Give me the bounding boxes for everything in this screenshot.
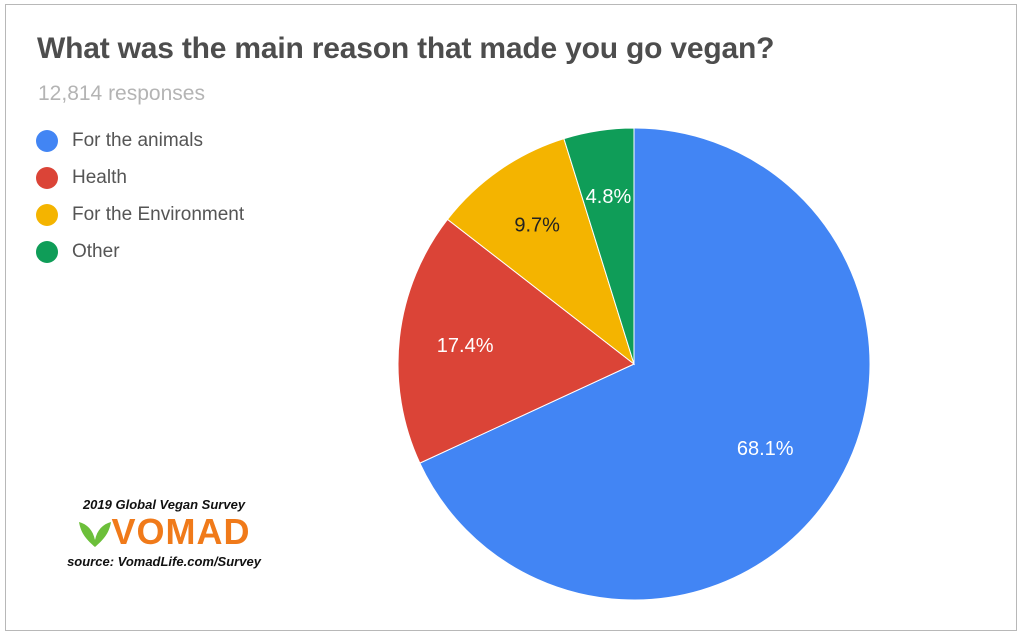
legend: For the animals Health For the Environme… [36,122,336,270]
pie-slice-other[interactable] [563,127,635,365]
source-text: source: VomadLife.com/Survey [67,554,261,569]
branding-block: 2019 Global Vegan Survey VOMAD source: V… [44,497,284,569]
slice-label-animals: 68.1% [737,438,794,460]
legend-swatch-environment [36,203,58,226]
legend-swatch-health [36,166,58,189]
slice-label-other: 4.8% [586,186,632,208]
chart-title: What was the main reason that made you g… [37,32,775,65]
legend-label-animals: For the animals [72,129,203,151]
legend-item-environment[interactable]: For the Environment [36,196,336,233]
pie-slice-health[interactable] [397,218,635,464]
legend-label-health: Health [72,166,127,188]
response-count: 12,814 responses [38,82,205,105]
legend-item-animals[interactable]: For the animals [36,122,336,159]
slice-label-environment: 9.7% [514,214,560,236]
leaf-icon [78,522,111,547]
survey-name: 2019 Global Vegan Survey [82,497,246,512]
slice-label-health: 17.4% [437,335,494,357]
legend-label-environment: For the Environment [72,203,245,225]
pie-slice-animals[interactable] [419,127,871,601]
legend-swatch-other [36,240,58,263]
pie-slice-environment[interactable] [446,138,635,366]
legend-item-other[interactable]: Other [36,233,336,270]
legend-item-health[interactable]: Health [36,159,336,196]
vomad-logo: VOMAD [44,514,284,550]
logo-text: VOMAD [111,511,251,552]
legend-swatch-animals [36,129,58,152]
legend-label-other: Other [72,240,120,262]
